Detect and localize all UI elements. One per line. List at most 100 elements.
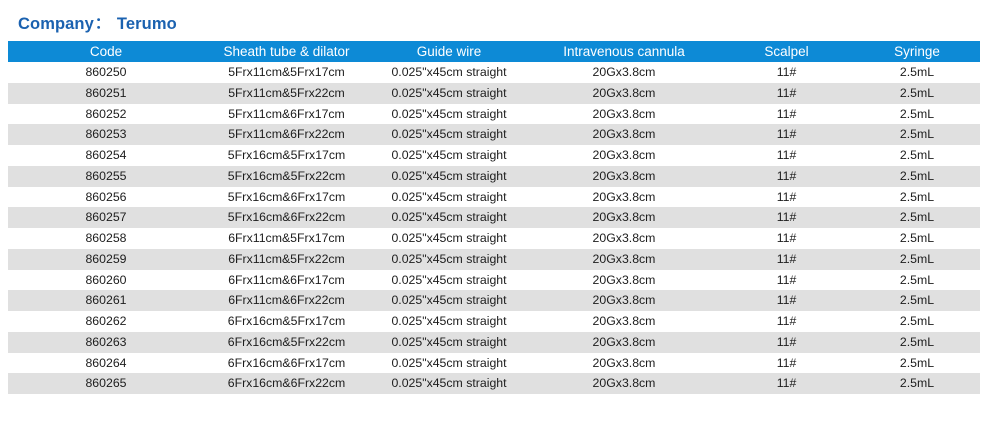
column-header-iv[interactable]: Intravenous cannula [529, 41, 719, 62]
cell-sheath: 5Frx11cm&6Frx22cm [204, 124, 369, 145]
cell-iv: 20Gx3.8cm [529, 228, 719, 249]
cell-scalpel: 11# [719, 82, 854, 104]
cell-iv: 20Gx3.8cm [529, 373, 719, 394]
cell-scalpel: 11# [719, 186, 854, 208]
cell-code: 860256 [8, 186, 204, 208]
cell-guide: 0.025"x45cm straight [369, 373, 529, 394]
cell-scalpel: 11# [719, 352, 854, 374]
company-title: Company ： Terumo [18, 13, 177, 34]
table-row[interactable]: 860252 5Frx11cm&6Frx17cm 0.025"x45cm strai… [8, 103, 980, 125]
table-row[interactable]: 860250 5Frx11cm&5Frx17cm 0.025"x45cm strai… [8, 62, 980, 83]
specification-table-container: Code Sheath tube & dilator Guide wire Intra… [8, 41, 980, 394]
cell-sheath: 5Frx16cm&5Frx22cm [204, 165, 369, 187]
table-row[interactable]: 860251 5Frx11cm&5Frx22cm 0.025"x45cm strai… [8, 82, 980, 104]
table-row[interactable]: 860262 6Frx16cm&5Frx17cm 0.025"x45cm strai… [8, 311, 980, 332]
cell-sheath: 6Frx16cm&5Frx17cm [204, 311, 369, 332]
cell-guide: 0.025"x45cm straight [369, 352, 529, 374]
cell-iv: 20Gx3.8cm [529, 145, 719, 166]
table-row[interactable]: 860258 6Frx11cm&5Frx17cm 0.025"x45cm strai… [8, 228, 980, 249]
cell-sheath: 5Frx11cm&6Frx17cm [204, 103, 369, 125]
table-row[interactable]: 860253 5Frx11cm&6Frx22cm 0.025"x45cm strai… [8, 124, 980, 145]
cell-code: 860261 [8, 290, 204, 311]
table-row[interactable]: 860256 5Frx16cm&6Frx17cm 0.025"x45cm strai… [8, 186, 980, 208]
table-row[interactable]: 860254 5Frx16cm&5Frx17cm 0.025"x45cm strai… [8, 145, 980, 166]
table-row[interactable]: 860260 6Frx11cm&6Frx17cm 0.025"x45cm strai… [8, 269, 980, 291]
company-name: Terumo [116, 15, 177, 33]
cell-syringe: 2.5mL [854, 186, 980, 208]
cell-iv: 20Gx3.8cm [529, 269, 719, 291]
column-header-code[interactable]: Code [8, 41, 204, 62]
cell-iv: 20Gx3.8cm [529, 352, 719, 374]
cell-scalpel: 11# [719, 269, 854, 291]
cell-sheath: 6Frx16cm&5Frx22cm [204, 331, 369, 353]
cell-sheath: 6Frx11cm&5Frx17cm [204, 228, 369, 249]
cell-scalpel: 11# [719, 331, 854, 353]
cell-code: 860265 [8, 373, 204, 394]
cell-iv: 20Gx3.8cm [529, 311, 719, 332]
cell-guide: 0.025"x45cm straight [369, 145, 529, 166]
cell-guide: 0.025"x45cm straight [369, 331, 529, 353]
cell-guide: 0.025"x45cm straight [369, 248, 529, 270]
cell-code: 860250 [8, 62, 204, 83]
cell-iv: 20Gx3.8cm [529, 248, 719, 270]
cell-guide: 0.025"x45cm straight [369, 165, 529, 187]
cell-iv: 20Gx3.8cm [529, 207, 719, 228]
cell-scalpel: 11# [719, 124, 854, 145]
cell-scalpel: 11# [719, 290, 854, 311]
column-header-sheath[interactable]: Sheath tube & dilator [204, 41, 369, 62]
cell-sheath: 5Frx11cm&5Frx17cm [204, 62, 369, 83]
cell-code: 860260 [8, 269, 204, 291]
cell-guide: 0.025"x45cm straight [369, 207, 529, 228]
cell-syringe: 2.5mL [854, 352, 980, 374]
cell-code: 860253 [8, 124, 204, 145]
cell-syringe: 2.5mL [854, 373, 980, 394]
cell-guide: 0.025"x45cm straight [369, 186, 529, 208]
cell-syringe: 2.5mL [854, 145, 980, 166]
cell-guide: 0.025"x45cm straight [369, 124, 529, 145]
cell-guide: 0.025"x45cm straight [369, 269, 529, 291]
cell-scalpel: 11# [719, 207, 854, 228]
cell-sheath: 6Frx11cm&6Frx22cm [204, 290, 369, 311]
table-row[interactable]: 860259 6Frx11cm&5Frx22cm 0.025"x45cm strai… [8, 248, 980, 270]
table-row[interactable]: 860257 5Frx16cm&6Frx22cm 0.025"x45cm strai… [8, 207, 980, 228]
cell-syringe: 2.5mL [854, 290, 980, 311]
cell-scalpel: 11# [719, 145, 854, 166]
column-header-scalpel[interactable]: Scalpel [719, 41, 854, 62]
cell-sheath: 5Frx16cm&6Frx17cm [204, 186, 369, 208]
cell-sheath: 6Frx16cm&6Frx17cm [204, 352, 369, 374]
cell-syringe: 2.5mL [854, 124, 980, 145]
cell-iv: 20Gx3.8cm [529, 82, 719, 104]
cell-scalpel: 11# [719, 373, 854, 394]
table-row[interactable]: 860261 6Frx11cm&6Frx22cm 0.025"x45cm strai… [8, 290, 980, 311]
cell-syringe: 2.5mL [854, 207, 980, 228]
cell-code: 860251 [8, 82, 204, 104]
cell-iv: 20Gx3.8cm [529, 186, 719, 208]
cell-syringe: 2.5mL [854, 82, 980, 104]
cell-code: 860259 [8, 248, 204, 270]
cell-code: 860264 [8, 352, 204, 374]
column-header-guide[interactable]: Guide wire [369, 41, 529, 62]
table-row[interactable]: 860263 6Frx16cm&5Frx22cm 0.025"x45cm strai… [8, 331, 980, 353]
cell-guide: 0.025"x45cm straight [369, 82, 529, 104]
header-row: Code Sheath tube & dilator Guide wire Intra… [8, 41, 980, 62]
company-separator: ： [94, 15, 110, 32]
cell-iv: 20Gx3.8cm [529, 331, 719, 353]
cell-code: 860254 [8, 145, 204, 166]
table-row[interactable]: 860264 6Frx16cm&6Frx17cm 0.025"x45cm strai… [8, 352, 980, 374]
cell-syringe: 2.5mL [854, 311, 980, 332]
table-row[interactable]: 860255 5Frx16cm&5Frx22cm 0.025"x45cm strai… [8, 165, 980, 187]
cell-syringe: 2.5mL [854, 331, 980, 353]
cell-sheath: 5Frx11cm&5Frx22cm [204, 82, 369, 104]
cell-syringe: 2.5mL [854, 62, 980, 83]
cell-scalpel: 11# [719, 228, 854, 249]
cell-syringe: 2.5mL [854, 103, 980, 125]
cell-code: 860257 [8, 207, 204, 228]
cell-guide: 0.025"x45cm straight [369, 290, 529, 311]
cell-code: 860262 [8, 311, 204, 332]
cell-guide: 0.025"x45cm straight [369, 228, 529, 249]
table-row[interactable]: 860265 6Frx16cm&6Frx22cm 0.025"x45cm strai… [8, 373, 980, 394]
column-header-syringe[interactable]: Syringe [854, 41, 980, 62]
cell-scalpel: 11# [719, 62, 854, 83]
cell-iv: 20Gx3.8cm [529, 165, 719, 187]
